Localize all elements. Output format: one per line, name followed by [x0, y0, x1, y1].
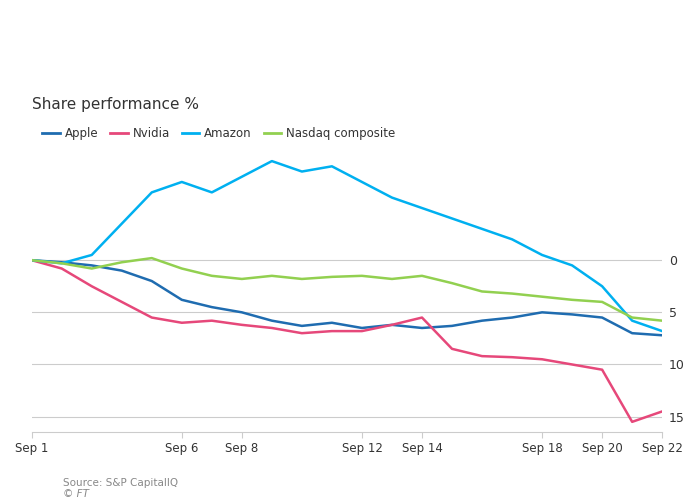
- Legend: Apple, Nvidia, Amazon, Nasdaq composite: Apple, Nvidia, Amazon, Nasdaq composite: [38, 122, 400, 145]
- Nvidia: [328, 328, 336, 334]
- Amazon: [508, 236, 517, 242]
- Nasdaq composite: [298, 276, 306, 282]
- Nvidia: [358, 328, 366, 334]
- Text: Source: S&P CapitalIQ: Source: S&P CapitalIQ: [63, 478, 178, 488]
- Nvidia: [27, 257, 36, 263]
- Amazon: [148, 190, 156, 196]
- Amazon: [88, 252, 96, 258]
- Text: © FT: © FT: [63, 489, 89, 499]
- Apple: [538, 310, 546, 316]
- Nvidia: [418, 314, 426, 320]
- Apple: [478, 318, 486, 324]
- Apple: [27, 257, 36, 263]
- Apple: [448, 323, 456, 329]
- Nasdaq composite: [148, 255, 156, 261]
- Nasdaq composite: [88, 266, 96, 272]
- Nasdaq composite: [208, 273, 216, 279]
- Amazon: [478, 226, 486, 232]
- Nvidia: [208, 318, 216, 324]
- Apple: [628, 330, 636, 336]
- Nasdaq composite: [57, 260, 66, 266]
- Nasdaq composite: [538, 294, 546, 300]
- Apple: [298, 323, 306, 329]
- Nasdaq composite: [628, 314, 636, 320]
- Amazon: [388, 194, 396, 200]
- Line: Nvidia: Nvidia: [32, 260, 662, 422]
- Nvidia: [267, 325, 276, 331]
- Nvidia: [118, 299, 126, 305]
- Amazon: [358, 179, 366, 185]
- Amazon: [628, 318, 636, 324]
- Nasdaq composite: [658, 318, 666, 324]
- Nasdaq composite: [568, 297, 576, 303]
- Nvidia: [178, 320, 186, 326]
- Amazon: [568, 262, 576, 268]
- Line: Apple: Apple: [32, 260, 662, 336]
- Nvidia: [538, 356, 546, 362]
- Amazon: [448, 216, 456, 222]
- Nvidia: [388, 322, 396, 328]
- Apple: [328, 320, 336, 326]
- Amazon: [418, 205, 426, 211]
- Apple: [238, 310, 246, 316]
- Nasdaq composite: [418, 273, 426, 279]
- Nvidia: [478, 353, 486, 359]
- Nvidia: [88, 284, 96, 290]
- Amazon: [267, 158, 276, 164]
- Nvidia: [298, 330, 306, 336]
- Amazon: [57, 260, 66, 266]
- Nasdaq composite: [178, 266, 186, 272]
- Nasdaq composite: [358, 273, 366, 279]
- Nasdaq composite: [478, 288, 486, 294]
- Nasdaq composite: [448, 280, 456, 286]
- Apple: [658, 332, 666, 338]
- Nasdaq composite: [267, 273, 276, 279]
- Amazon: [208, 190, 216, 196]
- Nvidia: [568, 362, 576, 368]
- Nvidia: [598, 366, 606, 372]
- Apple: [267, 318, 276, 324]
- Nvidia: [57, 266, 66, 272]
- Apple: [508, 314, 517, 320]
- Apple: [57, 260, 66, 266]
- Apple: [418, 325, 426, 331]
- Nasdaq composite: [238, 276, 246, 282]
- Nasdaq composite: [118, 260, 126, 266]
- Apple: [388, 322, 396, 328]
- Line: Nasdaq composite: Nasdaq composite: [32, 258, 662, 320]
- Nvidia: [148, 314, 156, 320]
- Amazon: [538, 252, 546, 258]
- Line: Amazon: Amazon: [32, 161, 662, 331]
- Apple: [88, 262, 96, 268]
- Apple: [118, 268, 126, 274]
- Amazon: [328, 164, 336, 170]
- Amazon: [178, 179, 186, 185]
- Apple: [208, 304, 216, 310]
- Amazon: [298, 168, 306, 174]
- Nasdaq composite: [328, 274, 336, 280]
- Nvidia: [448, 346, 456, 352]
- Nasdaq composite: [27, 257, 36, 263]
- Amazon: [118, 220, 126, 226]
- Apple: [568, 312, 576, 318]
- Nvidia: [628, 419, 636, 425]
- Nvidia: [658, 408, 666, 414]
- Nvidia: [508, 354, 517, 360]
- Apple: [598, 314, 606, 320]
- Apple: [358, 325, 366, 331]
- Apple: [148, 278, 156, 284]
- Amazon: [658, 328, 666, 334]
- Nvidia: [238, 322, 246, 328]
- Nasdaq composite: [508, 290, 517, 296]
- Nasdaq composite: [598, 299, 606, 305]
- Amazon: [27, 257, 36, 263]
- Text: Share performance %: Share performance %: [32, 96, 199, 112]
- Amazon: [238, 174, 246, 180]
- Apple: [178, 297, 186, 303]
- Nasdaq composite: [388, 276, 396, 282]
- Amazon: [598, 284, 606, 290]
